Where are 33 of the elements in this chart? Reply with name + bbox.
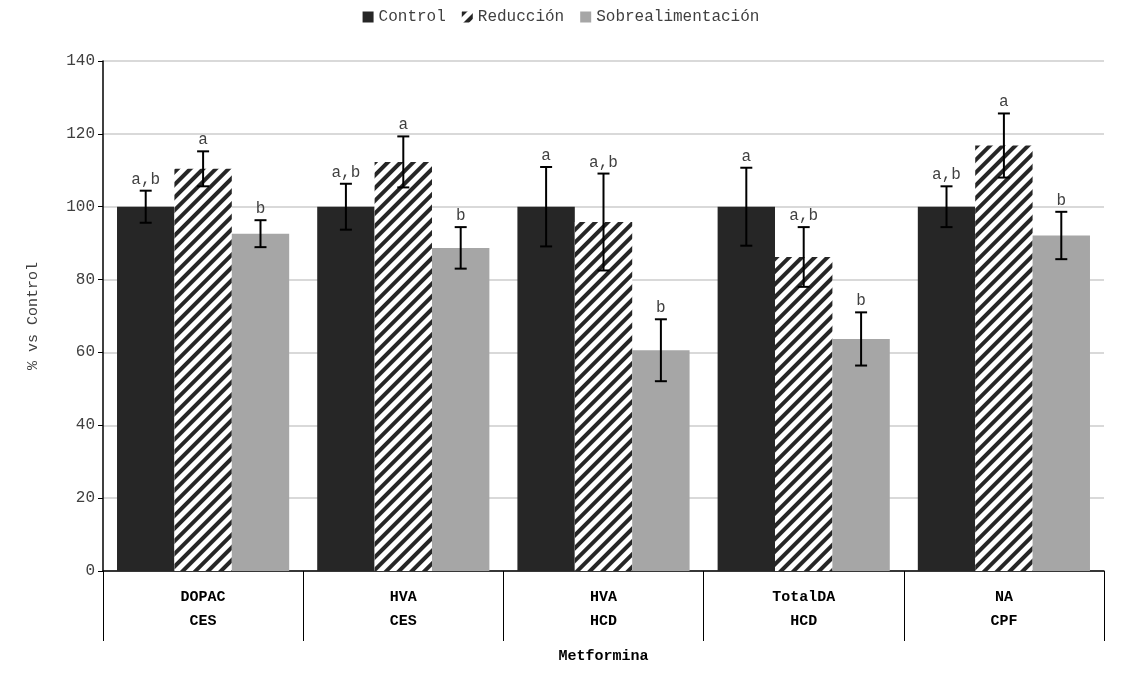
- data-label: a,b: [131, 170, 161, 189]
- data-label: a,b: [789, 207, 819, 226]
- data-label: a: [541, 147, 552, 166]
- y-axis-title: % vs Control: [25, 261, 42, 371]
- data-label: a: [741, 147, 752, 166]
- y-tick-label: 120: [66, 124, 95, 143]
- legend-label: Sobrealimentación: [596, 8, 760, 26]
- x-tick-label: TotalDA HCD: [772, 588, 836, 630]
- y-tick-label: 60: [75, 343, 95, 362]
- legend-label: Control: [378, 8, 446, 26]
- x-tick-label: NA CPF: [990, 588, 1018, 630]
- data-label: a: [198, 131, 209, 150]
- y-tick-label: 100: [66, 197, 95, 216]
- data-label: b: [255, 200, 266, 219]
- y-tick-label: 80: [75, 270, 95, 289]
- data-label: b: [656, 299, 666, 318]
- data-label: a,b: [331, 163, 361, 182]
- data-label: a: [398, 116, 409, 135]
- x-tick-label: HVA HCD: [589, 588, 618, 630]
- x-axis-title: Metformina: [558, 648, 649, 665]
- data-label: a: [999, 93, 1010, 112]
- data-label: a,b: [932, 166, 961, 185]
- data-label: b: [1056, 191, 1067, 210]
- data-label: a,b: [589, 153, 618, 172]
- y-tick-label: 40: [75, 416, 95, 435]
- data-label: b: [856, 292, 866, 311]
- x-tick-label: HVA CES: [389, 588, 417, 630]
- legend-label: Reducción: [477, 8, 565, 26]
- data-label: b: [455, 207, 466, 226]
- y-tick-label: 0: [85, 562, 95, 580]
- x-tick-label: DOPAC CES: [180, 588, 226, 630]
- y-tick-label: 140: [66, 52, 95, 70]
- y-tick-label: 20: [75, 489, 95, 508]
